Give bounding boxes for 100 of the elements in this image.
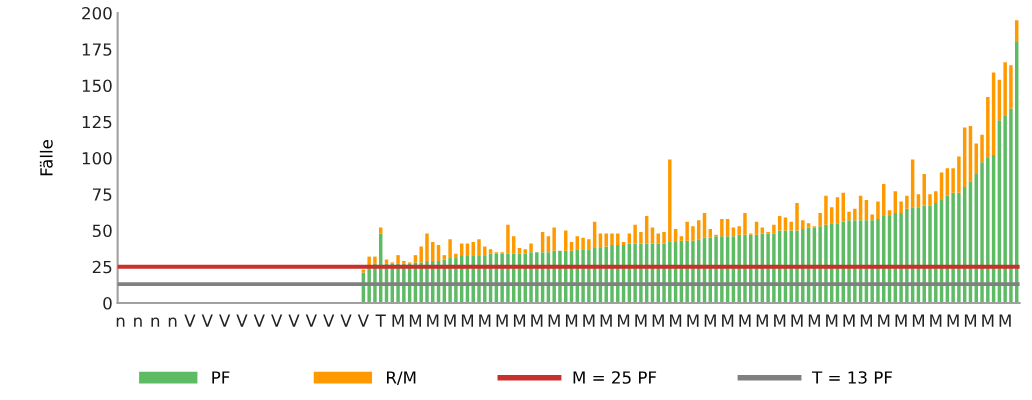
x-tick-label: M (947, 314, 959, 327)
x-tick-label: M (548, 314, 560, 327)
x-tick-label: M (583, 314, 595, 327)
x-tick-label: V (219, 314, 231, 327)
bar (679, 236, 684, 241)
bar (743, 234, 747, 303)
legend-label: PF (212, 371, 230, 384)
legend-label: T = 13 PF (811, 371, 892, 384)
bar (824, 195, 828, 225)
bar (986, 97, 990, 158)
bar (708, 229, 713, 238)
bar (691, 226, 695, 241)
x-tick-label: M (618, 314, 630, 327)
x-tick-label: M (860, 314, 872, 327)
bar (656, 233, 660, 244)
bar (610, 233, 614, 245)
bar (905, 195, 909, 209)
x-tick-label: V (236, 314, 248, 327)
bar (471, 242, 475, 256)
y-tick-label: 150 (82, 79, 112, 93)
x-tick-label: T (375, 314, 386, 327)
x-tick-label: n (151, 317, 160, 327)
x-tick-label: M (982, 314, 994, 327)
bar (581, 237, 585, 250)
bar (737, 234, 741, 303)
bar (1003, 115, 1007, 303)
bar (1009, 108, 1013, 303)
x-tick-label: M (427, 314, 439, 327)
bar (442, 255, 447, 260)
bar (957, 156, 961, 193)
y-tick-label: 75 (92, 188, 112, 201)
bar (818, 213, 822, 227)
x-tick-label: n (168, 317, 177, 327)
x-tick-label: M (479, 314, 491, 327)
bar (743, 213, 747, 235)
bar (899, 201, 903, 214)
x-tick-label: V (340, 314, 352, 327)
x-tick-label: M (444, 314, 456, 327)
bar (517, 247, 522, 254)
bar (870, 214, 874, 221)
x-tick-label: M (392, 314, 404, 327)
bar (806, 223, 811, 228)
bar (853, 220, 857, 303)
bar (783, 217, 788, 231)
x-tick-label: M (756, 314, 768, 327)
x-tick-label: n (116, 317, 125, 327)
bar (887, 210, 892, 216)
x-tick-label: V (305, 314, 317, 327)
legend-label: M = 25 PF (573, 371, 657, 384)
bar (691, 240, 695, 303)
x-tick-label: V (357, 314, 369, 327)
y-tick-label: 0 (103, 296, 112, 310)
bar (402, 260, 406, 264)
bar (587, 239, 591, 250)
legend-label: R/M (387, 371, 416, 386)
bar (986, 158, 990, 303)
bar (801, 220, 805, 230)
bar (425, 233, 429, 261)
bar (1009, 65, 1013, 109)
y-axis-title: Fälle (39, 139, 53, 176)
x-tick-label: M (687, 314, 699, 327)
bar (361, 269, 366, 273)
x-tick-label: M (878, 314, 890, 327)
bar (777, 216, 782, 231)
bar (789, 221, 793, 231)
bar (627, 233, 632, 244)
x-tick-label: M (843, 314, 855, 327)
x-tick-label: V (323, 314, 335, 327)
bar (685, 221, 689, 241)
bar (1003, 62, 1007, 116)
bar (373, 256, 377, 264)
bar (419, 246, 423, 263)
bar (523, 249, 527, 254)
x-tick-label: M (670, 314, 682, 327)
x-tick-label: M (722, 314, 734, 327)
y-tick-label: 100 (82, 151, 112, 165)
bar (506, 224, 510, 254)
x-tick-label: M (635, 314, 647, 327)
bar (511, 236, 516, 254)
bar (598, 233, 603, 248)
x-tick-label: M (513, 314, 526, 327)
y-tick-label: 25 (92, 260, 112, 274)
bar (720, 218, 724, 237)
bar (552, 227, 556, 251)
bar (876, 201, 880, 219)
bar (396, 255, 400, 264)
bar (454, 253, 458, 259)
bar (934, 202, 938, 303)
x-tick-label: M (600, 314, 612, 327)
x-tick-label: V (253, 314, 265, 327)
y-tick-label: 125 (82, 115, 112, 129)
bar (569, 242, 574, 251)
bar (477, 239, 481, 256)
bar (818, 226, 822, 303)
x-tick-label: M (930, 314, 942, 327)
bar (621, 242, 626, 245)
x-tick-label: M (774, 314, 786, 327)
y-tick-label: 50 (92, 224, 112, 238)
x-tick-label: M (531, 314, 543, 327)
x-tick-label: V (201, 314, 213, 327)
